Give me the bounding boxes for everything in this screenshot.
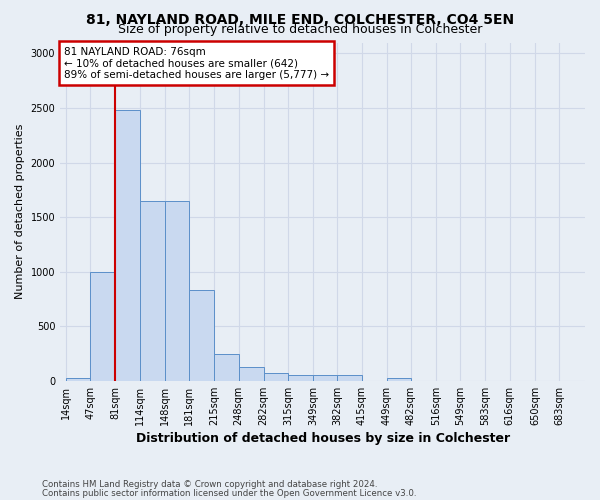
Bar: [214, 354, 239, 381]
Text: 81 NAYLAND ROAD: 76sqm
← 10% of detached houses are smaller (642)
89% of semi-de: 81 NAYLAND ROAD: 76sqm ← 10% of detached…: [64, 46, 329, 80]
Text: Contains HM Land Registry data © Crown copyright and database right 2024.: Contains HM Land Registry data © Crown c…: [42, 480, 377, 489]
Bar: [115, 110, 140, 381]
Bar: [91, 272, 115, 381]
Bar: [239, 366, 263, 381]
Bar: [313, 376, 337, 381]
Bar: [140, 200, 165, 381]
Text: Contains public sector information licensed under the Open Government Licence v3: Contains public sector information licen…: [42, 488, 416, 498]
Bar: [288, 376, 313, 381]
Text: 81, NAYLAND ROAD, MILE END, COLCHESTER, CO4 5EN: 81, NAYLAND ROAD, MILE END, COLCHESTER, …: [86, 12, 514, 26]
Bar: [66, 378, 91, 381]
Text: Size of property relative to detached houses in Colchester: Size of property relative to detached ho…: [118, 22, 482, 36]
X-axis label: Distribution of detached houses by size in Colchester: Distribution of detached houses by size …: [136, 432, 509, 445]
Bar: [337, 376, 362, 381]
Y-axis label: Number of detached properties: Number of detached properties: [15, 124, 25, 300]
Bar: [263, 373, 288, 381]
Bar: [387, 378, 411, 381]
Bar: [189, 290, 214, 381]
Bar: [165, 200, 189, 381]
